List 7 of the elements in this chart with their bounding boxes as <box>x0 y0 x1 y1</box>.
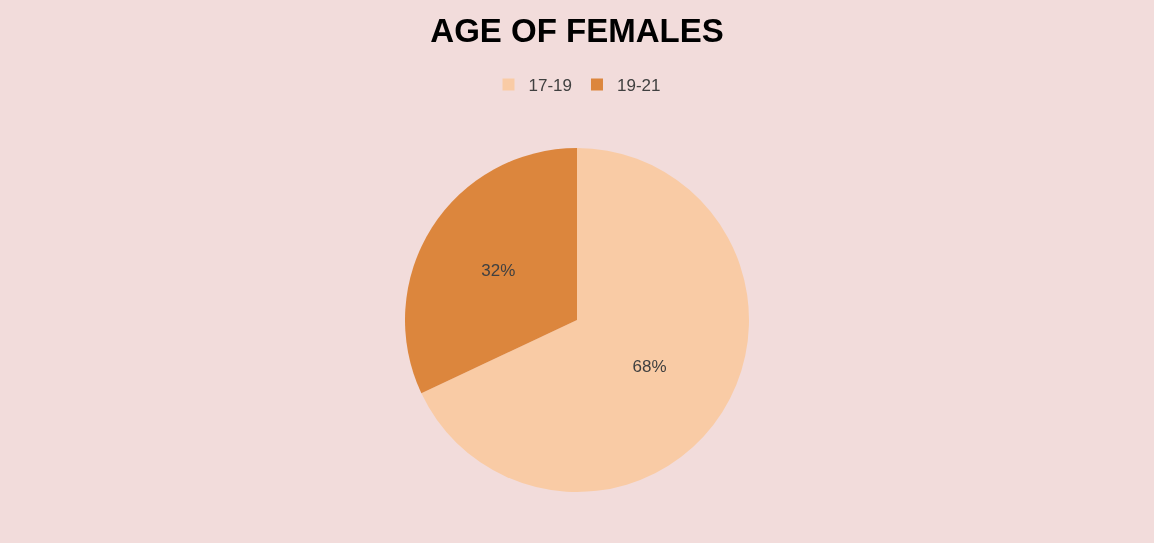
pie-slice <box>421 148 749 492</box>
legend-label: 19-21 <box>616 76 661 96</box>
pie-slice <box>405 148 577 394</box>
chart-title: AGE OF FEMALES <box>430 11 724 49</box>
legend-label: 17-19 <box>528 76 572 96</box>
data-label: 32% <box>481 260 516 280</box>
data-label: 68% <box>632 356 667 376</box>
